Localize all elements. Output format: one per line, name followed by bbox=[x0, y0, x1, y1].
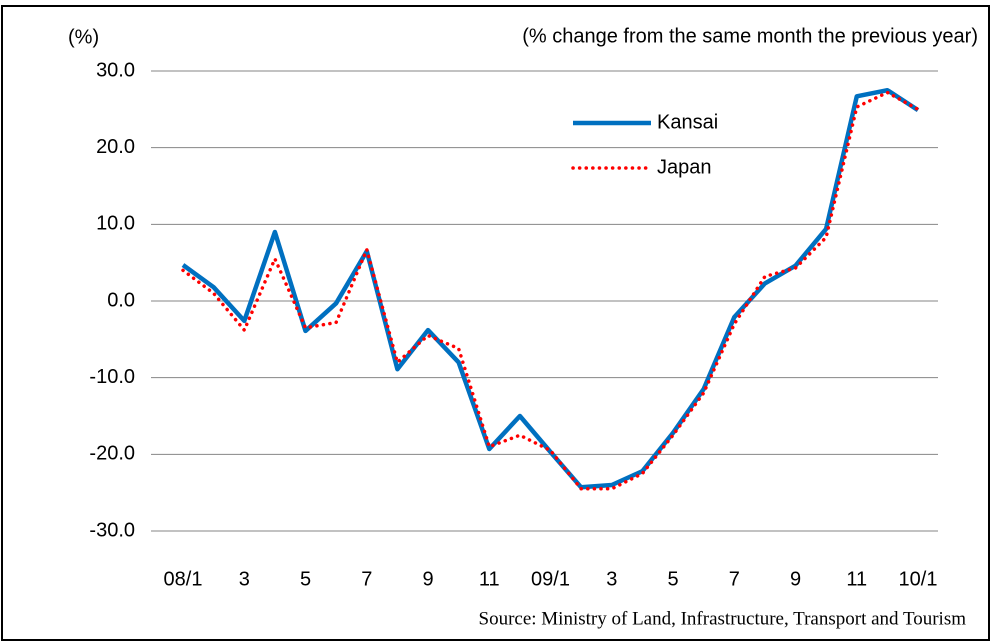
legend-label: Kansai bbox=[657, 111, 718, 133]
x-tick-label: 7 bbox=[729, 568, 740, 590]
y-tick-label: -10.0 bbox=[89, 366, 135, 388]
source: Source: Ministry of Land, Infrastructure… bbox=[479, 608, 967, 629]
x-tick-label: 5 bbox=[667, 568, 678, 590]
x-tick-label: 09/1 bbox=[531, 568, 570, 590]
x-tick-label: 11 bbox=[479, 568, 500, 590]
chart-frame bbox=[1, 5, 990, 641]
y-tick-label: -20.0 bbox=[89, 443, 135, 465]
x-tick-label: 11 bbox=[846, 568, 867, 590]
x-tick-label: 3 bbox=[606, 568, 617, 590]
subtitle: (% change from the same month the previo… bbox=[522, 25, 978, 47]
y-tick-label: 20.0 bbox=[96, 136, 135, 158]
series-line bbox=[181, 90, 920, 491]
x-tick-label: 3 bbox=[239, 568, 250, 590]
y-tick-label: 30.0 bbox=[96, 59, 135, 81]
x-tick-label: 9 bbox=[422, 568, 433, 590]
series-line bbox=[181, 87, 920, 490]
x-tick-label: 9 bbox=[790, 568, 801, 590]
legend-label: Japan bbox=[657, 156, 712, 178]
unit-label: (%) bbox=[68, 26, 99, 48]
y-tick-label: 10.0 bbox=[96, 213, 135, 235]
x-tick-label: 10/1 bbox=[899, 568, 938, 590]
y-tick-label: 0.0 bbox=[107, 289, 135, 311]
x-tick-label: 08/1 bbox=[164, 568, 203, 590]
x-tick-label: 5 bbox=[300, 568, 311, 590]
x-tick-label: 7 bbox=[361, 568, 372, 590]
y-tick-label: -30.0 bbox=[89, 519, 135, 541]
